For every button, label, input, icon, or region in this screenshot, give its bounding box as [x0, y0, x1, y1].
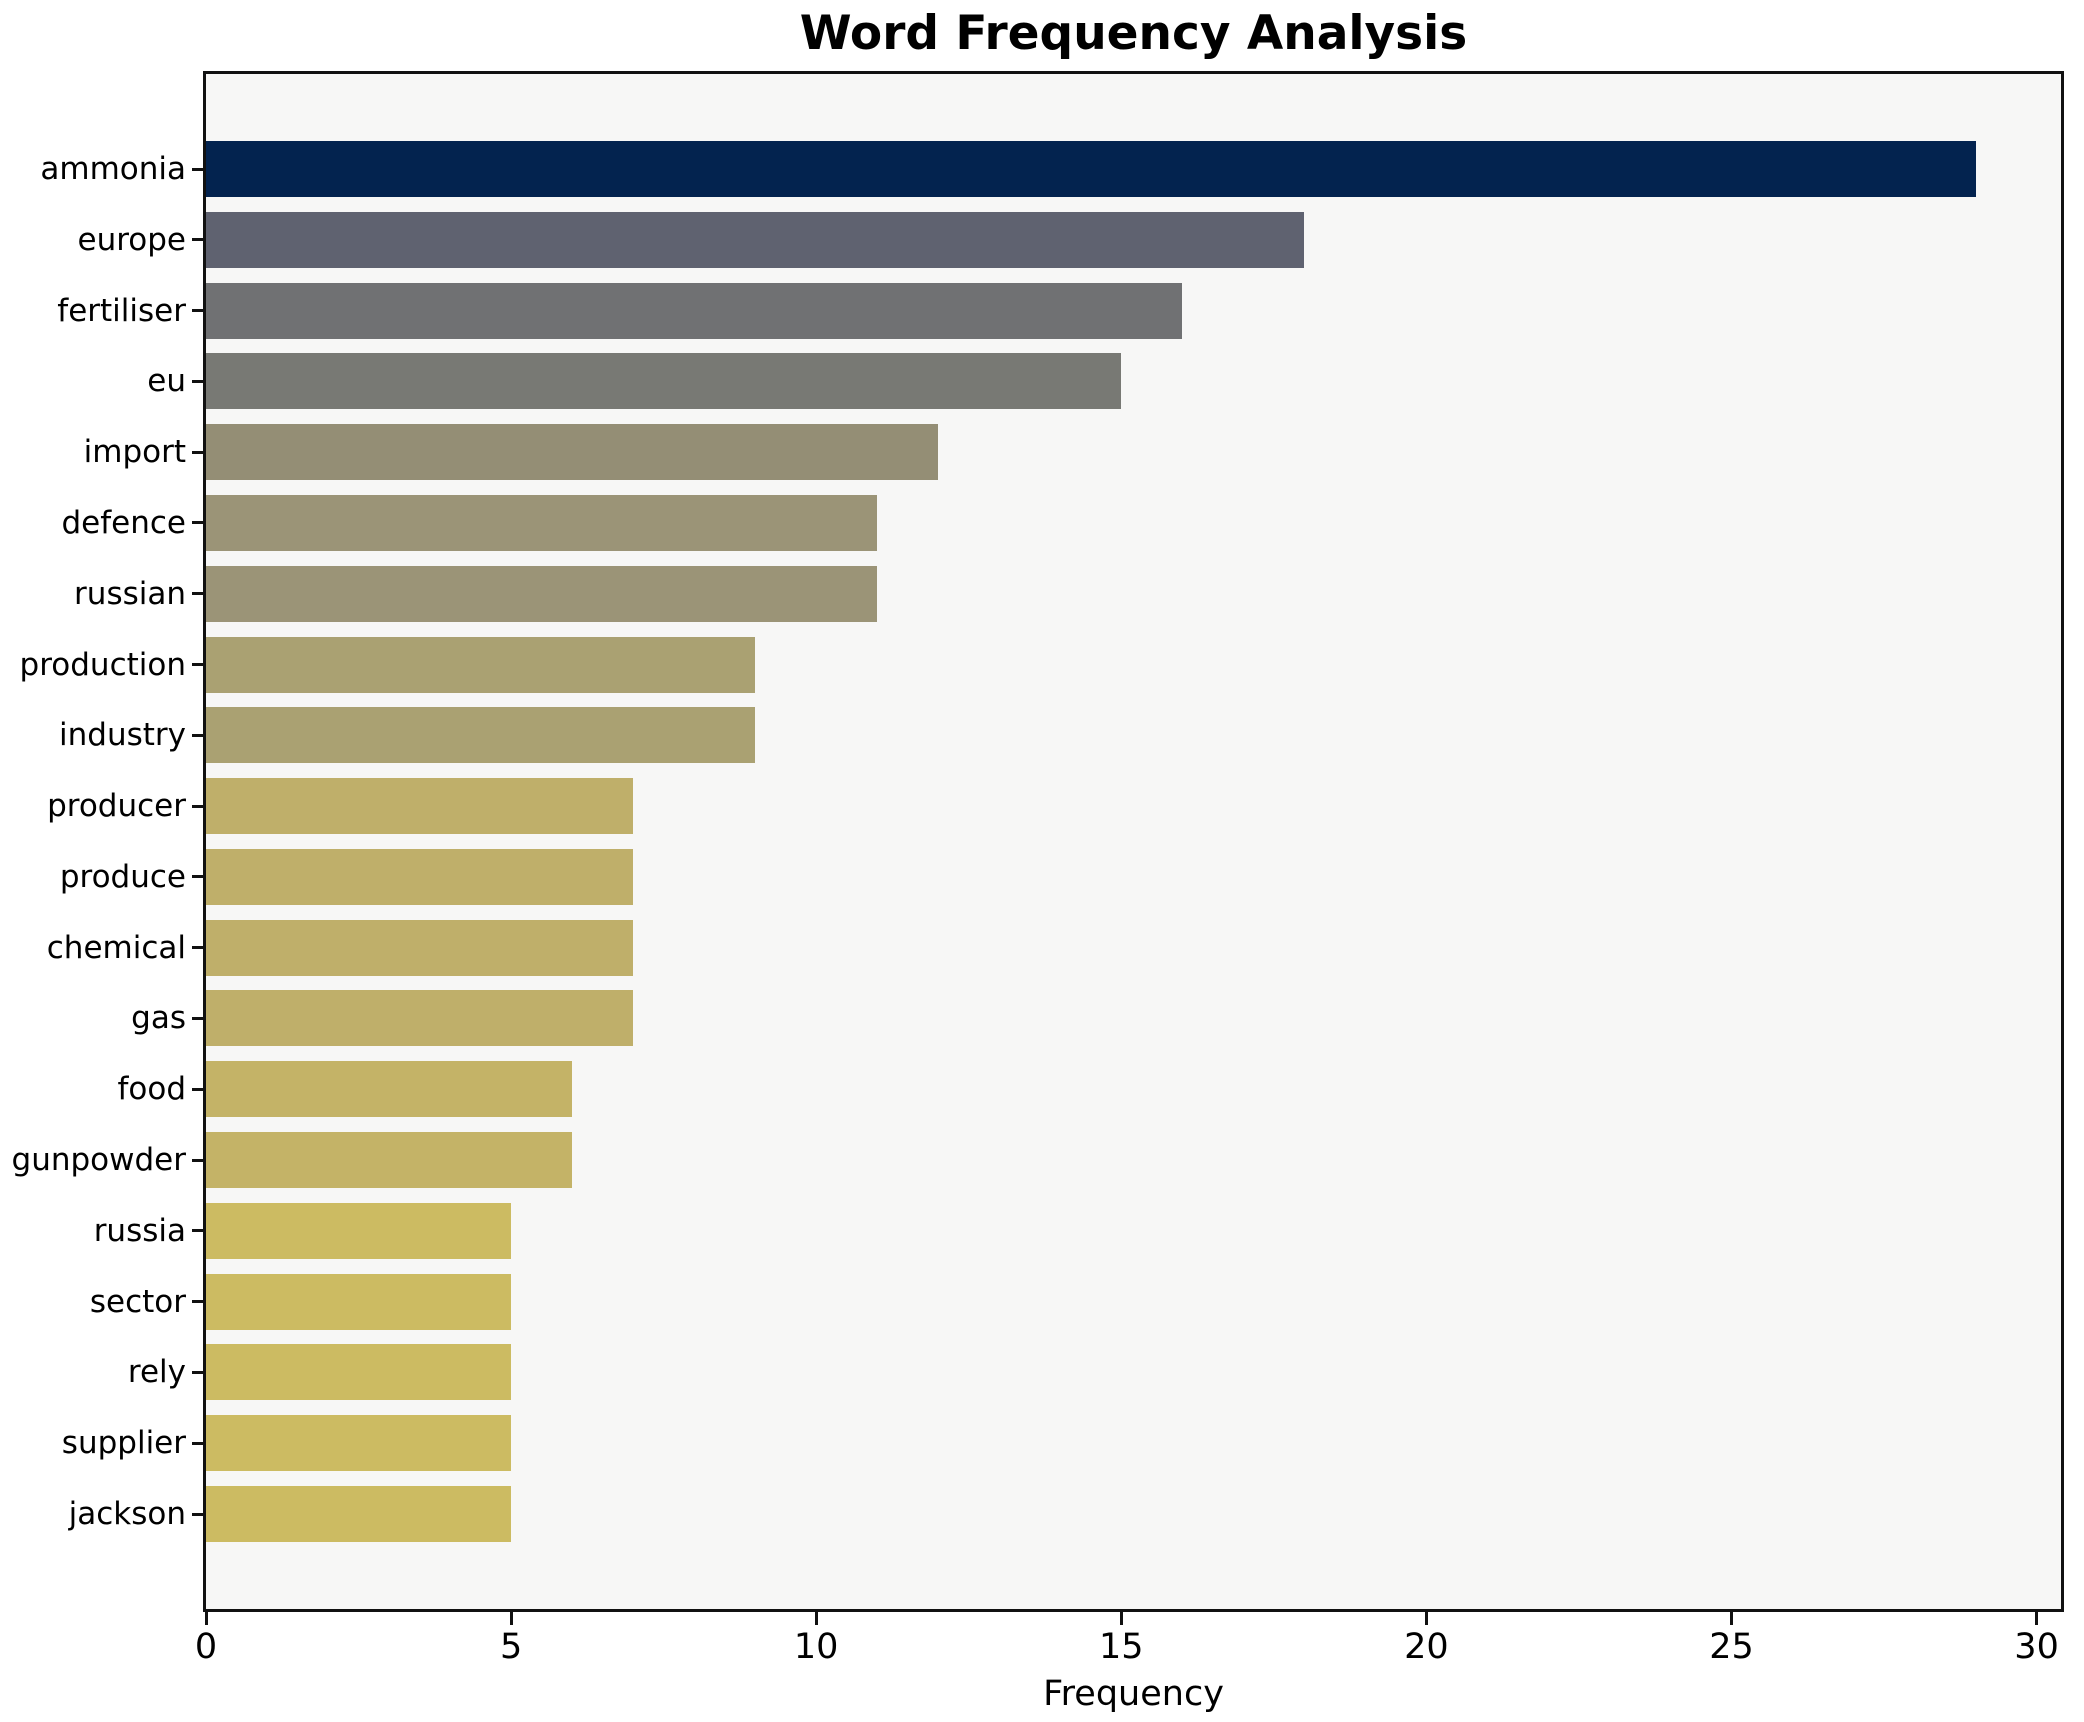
- y-tick-mark-produce: [192, 875, 203, 879]
- bar-russia: [206, 1202, 512, 1259]
- x-tick-mark-5: [509, 1612, 513, 1625]
- bar-russian: [206, 565, 878, 622]
- y-tick-mark-jackson: [192, 1512, 203, 1516]
- bar-gas: [206, 990, 634, 1047]
- y-tick-mark-russia: [192, 1229, 203, 1233]
- y-tick-label-import: import: [83, 434, 186, 471]
- y-tick-label-rely: rely: [127, 1354, 186, 1391]
- y-tick-label-gunpowder: gunpowder: [11, 1142, 186, 1179]
- bar-ammonia: [206, 141, 1976, 197]
- y-tick-label-producer: producer: [47, 788, 186, 825]
- y-tick-label-food: food: [117, 1071, 186, 1108]
- bar-jackson: [206, 1486, 512, 1542]
- x-tick-label-30: 30: [2014, 1627, 2059, 1667]
- y-tick-mark-chemical: [192, 946, 203, 950]
- y-tick-mark-supplier: [192, 1441, 203, 1445]
- y-tick-label-fertiliser: fertiliser: [57, 292, 186, 329]
- bar-sector: [206, 1273, 512, 1330]
- bar-production: [206, 636, 756, 693]
- y-tick-label-gas: gas: [131, 1000, 186, 1037]
- y-tick-label-europe: europe: [77, 221, 187, 258]
- bar-food: [206, 1061, 573, 1118]
- bar-supplier: [206, 1415, 512, 1472]
- bar-chemical: [206, 919, 634, 976]
- x-tick-label-20: 20: [1404, 1627, 1449, 1667]
- bar-produce: [206, 848, 634, 905]
- bar-producer: [206, 778, 634, 835]
- x-tick-label-0: 0: [194, 1627, 218, 1667]
- bar-defence: [206, 494, 878, 551]
- y-tick-label-eu: eu: [147, 363, 186, 400]
- x-tick-label-15: 15: [1099, 1627, 1144, 1667]
- y-tick-label-sector: sector: [89, 1283, 186, 1320]
- y-tick-mark-russian: [192, 592, 203, 596]
- y-tick-label-russian: russian: [74, 575, 186, 612]
- x-tick-label-10: 10: [793, 1627, 839, 1667]
- bar-import: [206, 424, 939, 481]
- y-tick-mark-gunpowder: [192, 1158, 203, 1162]
- x-axis-title: Frequency: [1043, 1674, 1224, 1714]
- x-tick-label-5: 5: [499, 1627, 523, 1667]
- y-tick-mark-industry: [192, 733, 203, 737]
- y-tick-mark-rely: [192, 1370, 203, 1374]
- x-tick-mark-25: [1729, 1612, 1733, 1625]
- y-tick-mark-production: [192, 663, 203, 667]
- y-tick-mark-ammonia: [192, 167, 203, 171]
- y-tick-mark-europe: [192, 238, 203, 242]
- bar-rely: [206, 1344, 512, 1401]
- x-tick-mark-30: [2035, 1612, 2039, 1625]
- y-tick-mark-eu: [192, 379, 203, 383]
- bar-gunpowder: [206, 1132, 573, 1189]
- bar-eu: [206, 353, 1122, 410]
- x-tick-mark-10: [814, 1612, 818, 1625]
- y-tick-label-chemical: chemical: [46, 929, 186, 966]
- y-tick-mark-producer: [192, 804, 203, 808]
- chart-title: Word Frequency Analysis: [799, 6, 1468, 61]
- y-tick-label-ammonia: ammonia: [40, 151, 186, 187]
- bar-fertiliser: [206, 282, 1183, 339]
- y-tick-mark-sector: [192, 1300, 203, 1304]
- y-tick-label-industry: industry: [59, 717, 186, 754]
- y-tick-label-jackson: jackson: [68, 1496, 186, 1532]
- y-tick-label-supplier: supplier: [61, 1425, 186, 1462]
- x-tick-mark-20: [1424, 1612, 1428, 1625]
- y-tick-mark-food: [192, 1087, 203, 1091]
- x-tick-mark-15: [1119, 1612, 1123, 1625]
- y-tick-label-produce: produce: [59, 858, 186, 895]
- y-tick-mark-defence: [192, 521, 203, 525]
- y-tick-mark-gas: [192, 1016, 203, 1020]
- plot-area: [203, 71, 2064, 1612]
- bar-europe: [206, 211, 1305, 268]
- bar-industry: [206, 707, 756, 764]
- y-tick-label-russia: russia: [93, 1212, 186, 1249]
- x-tick-label-25: 25: [1709, 1627, 1754, 1667]
- y-tick-label-defence: defence: [61, 504, 187, 541]
- y-tick-mark-import: [192, 450, 203, 454]
- y-tick-mark-fertiliser: [192, 309, 203, 313]
- x-tick-mark-0: [204, 1612, 208, 1625]
- y-tick-label-production: production: [19, 646, 186, 683]
